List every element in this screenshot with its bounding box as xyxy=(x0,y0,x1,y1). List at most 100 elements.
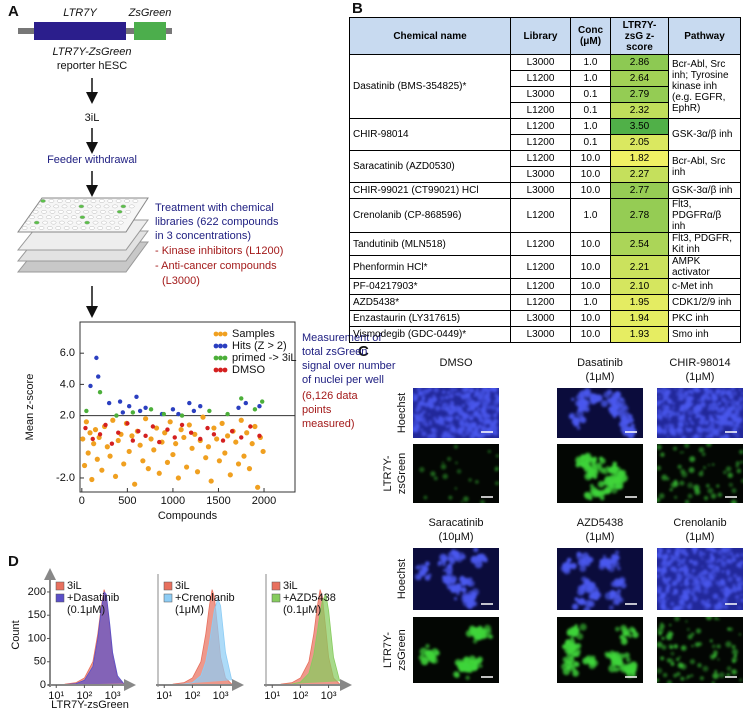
point xyxy=(227,472,233,478)
cell xyxy=(673,481,679,487)
cell xyxy=(449,575,457,583)
legend-label: +Crenolanib xyxy=(175,592,235,604)
cell xyxy=(458,660,464,667)
library-text: - Kinase inhibitors (L1200) xyxy=(155,245,283,257)
cell xyxy=(440,463,447,470)
cell xyxy=(705,420,710,425)
table-row: Vismodegib (GDC-0449)* L3000 10.0 1.93 Smo i… xyxy=(349,326,741,343)
cell xyxy=(667,576,672,582)
cell xyxy=(584,389,591,396)
cell xyxy=(629,626,635,633)
cell xyxy=(675,548,681,553)
cell xyxy=(684,390,689,396)
legend-marker xyxy=(213,367,219,373)
micrograph xyxy=(413,444,499,503)
point xyxy=(170,451,176,458)
cell xyxy=(731,558,736,562)
cell xyxy=(700,398,705,402)
point xyxy=(249,441,255,447)
point xyxy=(233,439,239,445)
cell xyxy=(442,575,451,584)
point xyxy=(83,419,89,425)
point xyxy=(252,407,258,412)
cell xyxy=(730,499,737,503)
library: L3000 xyxy=(510,182,571,199)
well xyxy=(90,199,97,203)
cell xyxy=(419,647,428,656)
well xyxy=(70,204,76,209)
point xyxy=(117,399,123,404)
cell xyxy=(449,426,456,433)
cell xyxy=(720,559,723,563)
cell xyxy=(718,419,725,426)
legend-label: 3iL xyxy=(67,580,82,592)
point xyxy=(109,441,115,446)
point xyxy=(257,404,262,409)
point xyxy=(114,413,119,418)
cell xyxy=(710,654,716,660)
micrograph xyxy=(657,617,743,683)
legend-swatch xyxy=(271,581,281,591)
cell xyxy=(611,409,619,417)
cell xyxy=(576,649,581,654)
chemical-name: Enzastaurin (LY317615) xyxy=(349,310,511,327)
cell xyxy=(421,397,426,401)
cell xyxy=(613,560,620,568)
cell xyxy=(701,557,704,560)
cell xyxy=(445,396,448,399)
cell xyxy=(719,435,725,438)
point xyxy=(207,408,212,414)
cell xyxy=(439,395,445,401)
cell xyxy=(616,566,621,571)
well xyxy=(132,199,139,203)
panel-label: D xyxy=(8,553,19,570)
point xyxy=(132,481,138,487)
cell xyxy=(657,408,662,414)
cell xyxy=(677,421,683,427)
point xyxy=(156,470,162,476)
cell xyxy=(618,653,625,660)
histogram xyxy=(280,593,341,685)
cell xyxy=(457,583,462,588)
step: 3iL xyxy=(85,112,100,124)
cell xyxy=(669,623,672,627)
cell xyxy=(562,561,570,570)
cell xyxy=(423,495,428,500)
ltr-element xyxy=(34,22,126,40)
point xyxy=(260,399,265,404)
cell xyxy=(619,634,625,640)
table: Chemical name Library Conc (μM) LTR7Y-zsG z… xyxy=(349,17,741,343)
cell xyxy=(448,422,454,428)
cell xyxy=(731,644,736,649)
cell xyxy=(619,397,624,402)
cell xyxy=(427,654,433,660)
well xyxy=(80,226,87,230)
cell xyxy=(488,427,493,431)
point xyxy=(198,404,203,409)
cell xyxy=(657,413,661,419)
construct-label: LTR7Y xyxy=(63,7,97,19)
well xyxy=(114,226,120,230)
well xyxy=(71,215,77,219)
cell xyxy=(679,480,685,486)
cell xyxy=(449,558,456,565)
cell xyxy=(448,393,454,399)
z-score: 2.86 xyxy=(610,54,669,71)
cell xyxy=(608,664,617,673)
well xyxy=(62,215,69,219)
concentration: 0.1 xyxy=(570,102,611,119)
cell xyxy=(672,580,678,586)
point xyxy=(97,389,103,395)
cell xyxy=(415,423,420,428)
cell xyxy=(739,678,743,682)
y-tick-label: 0 xyxy=(40,679,46,691)
cell xyxy=(579,623,587,631)
cell xyxy=(452,550,459,558)
cell xyxy=(736,575,743,582)
cell xyxy=(658,493,665,499)
micrograph xyxy=(657,444,743,503)
cell xyxy=(698,434,703,438)
point xyxy=(255,484,261,490)
table-row: L1200 0.1 2.05 xyxy=(350,134,741,151)
well xyxy=(125,209,131,214)
